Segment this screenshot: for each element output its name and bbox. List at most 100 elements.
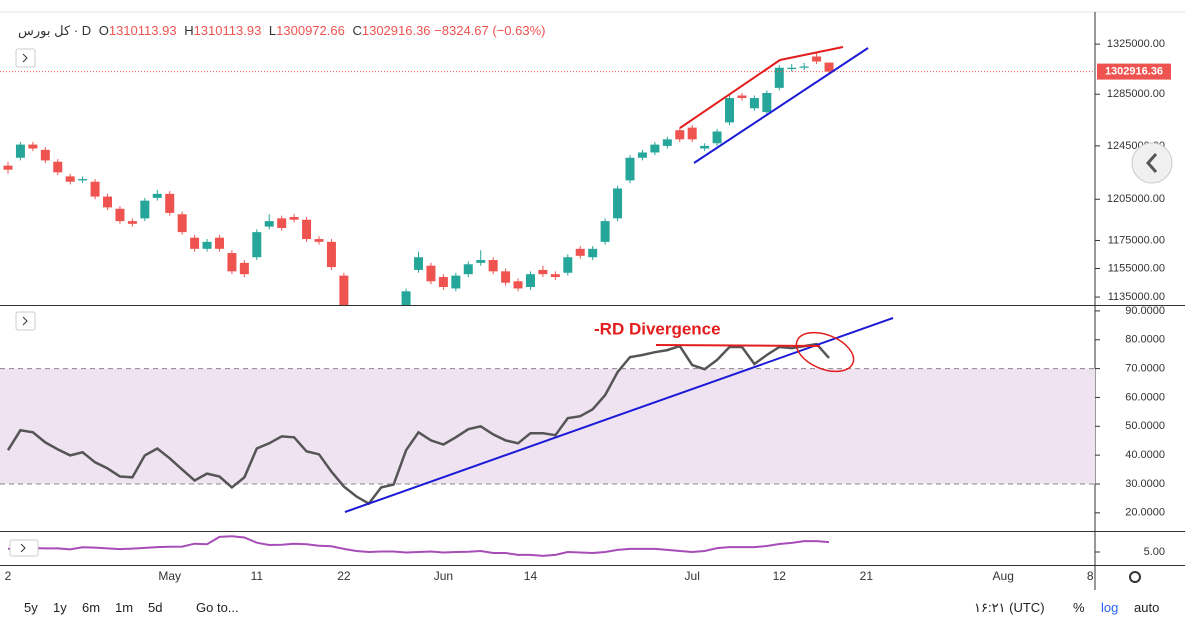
- chevron: [1145, 153, 1158, 173]
- collapse-button[interactable]: [15, 48, 36, 68]
- x-tick-label: Aug: [993, 569, 1014, 583]
- candle-body: [575, 248, 585, 256]
- ohlc-key: H: [184, 23, 194, 38]
- rsi-pane: [0, 342, 1095, 506]
- symbol: کل بورس: [18, 23, 71, 38]
- y-tick-label: 50.0000: [1125, 420, 1165, 432]
- ohlc-key: L: [268, 23, 277, 38]
- chart: 2 May 11 22 Jun 14 Jul 12 21 Aug 8 1325000.00 128500…: [0, 11, 1185, 590]
- auto-toggle[interactable]: auto: [1134, 600, 1160, 615]
- y-tick-label: 80.0000: [1125, 334, 1165, 346]
- candle-body: [700, 145, 710, 149]
- candle-body: [426, 265, 436, 282]
- candle-body: [264, 221, 274, 227]
- candle-body: [824, 62, 834, 72]
- candle-body: [749, 98, 759, 109]
- trend-line: [344, 317, 894, 513]
- y-tick-label: 20.0000: [1125, 507, 1165, 519]
- candle-body: [414, 257, 424, 270]
- log-toggle[interactable]: log: [1101, 600, 1119, 615]
- x-tick-label: 14: [524, 569, 538, 583]
- candle-body: [438, 277, 448, 288]
- ohlc-value: 1302916.36: [361, 23, 431, 38]
- y-tick-label: 1325000.00: [1107, 38, 1165, 50]
- y-tick-label: 60.0000: [1125, 391, 1165, 403]
- y-tick-label: 40.0000: [1125, 449, 1165, 461]
- clock[interactable]: ۱۶:۲۱ (UTC): [974, 600, 1045, 615]
- volume-pane: [7, 535, 830, 557]
- range-button[interactable]: 6m: [82, 600, 101, 615]
- x-tick-label: 22: [337, 569, 351, 583]
- y-tick-label: 1155000.00: [1108, 262, 1165, 274]
- last-price-label: 1302916.36: [1105, 65, 1163, 77]
- candle-body: [252, 232, 262, 258]
- range-button[interactable]: 1m: [115, 600, 134, 615]
- y-tick-label: 5.00: [1144, 546, 1165, 558]
- candle-body: [774, 67, 784, 88]
- candle-body: [799, 66, 809, 68]
- range-button[interactable]: 1y: [53, 600, 67, 615]
- candle-body: [140, 200, 150, 219]
- scroll-button[interactable]: [1131, 142, 1173, 184]
- indicator-line: [7, 535, 830, 557]
- candle-body: [15, 144, 25, 158]
- candle-body: [152, 193, 162, 198]
- candle-body: [177, 214, 187, 233]
- ohlc-key: C: [352, 23, 362, 38]
- y-tick-label: 30.0000: [1125, 478, 1165, 490]
- annotation: -RD Divergence: [594, 319, 721, 338]
- collapse-button[interactable]: [15, 311, 36, 331]
- axes: 2 May 11 22 Jun 14 Jul 12 21 Aug 8 1325000.00 128500…: [5, 38, 1171, 583]
- settings-icon[interactable]: [1129, 571, 1141, 583]
- candle-body: [600, 221, 610, 242]
- candle-body: [339, 275, 349, 305]
- legend: کل بورس · D O1310113.93 H1310113.93 L130…: [18, 23, 546, 38]
- candle-body: [277, 218, 287, 228]
- candle-body: [762, 92, 772, 113]
- candle-body: [476, 260, 486, 263]
- x-tick-label: 11: [251, 569, 264, 583]
- candle-body: [662, 139, 672, 146]
- ohlc-value: 1310113.93: [193, 23, 262, 38]
- range-button[interactable]: 5d: [148, 600, 163, 615]
- candle-body: [501, 271, 511, 283]
- candle-body: [650, 144, 660, 153]
- candle-body: [214, 237, 224, 249]
- percent-toggle[interactable]: %: [1073, 600, 1085, 615]
- candle-body: [289, 216, 299, 220]
- x-tick-label: 21: [860, 569, 874, 583]
- candle-body: [364, 326, 373, 333]
- candle-body: [3, 165, 13, 170]
- goto-button[interactable]: Go to...: [196, 600, 239, 615]
- candle-body: [563, 257, 573, 273]
- candle-body: [90, 181, 100, 197]
- x-tick-label: 2: [5, 569, 12, 583]
- collapse-button[interactable]: [9, 539, 39, 557]
- candle-body: [787, 67, 797, 69]
- candle-body: [40, 149, 50, 161]
- candle-body: [103, 196, 113, 208]
- candle-body: [451, 275, 461, 289]
- candle-body: [687, 127, 697, 140]
- last-price-badge: [1097, 63, 1171, 80]
- ohlc-value: 1310113.93: [108, 23, 177, 38]
- candle-body: [488, 260, 498, 272]
- candle-body: [725, 98, 735, 123]
- candle-body: [65, 176, 75, 182]
- chevron: [20, 543, 26, 553]
- candle-body: [352, 319, 361, 331]
- candle-body: [737, 95, 747, 99]
- change: −8324.67 (−0.63%): [434, 23, 546, 38]
- y-tick-label: 70.0000: [1125, 363, 1165, 375]
- candle-body: [588, 248, 598, 258]
- candle-body: [613, 188, 623, 219]
- indicator-line: [6, 342, 830, 506]
- y-tick-label: 1175000.00: [1108, 234, 1165, 246]
- candle-body: [401, 291, 411, 305]
- ohlc-value: 1300972.66: [276, 23, 345, 38]
- candle-body: [314, 239, 324, 242]
- candle-body: [389, 322, 398, 337]
- trend-line: [655, 344, 821, 347]
- range-button[interactable]: 5y: [24, 600, 38, 615]
